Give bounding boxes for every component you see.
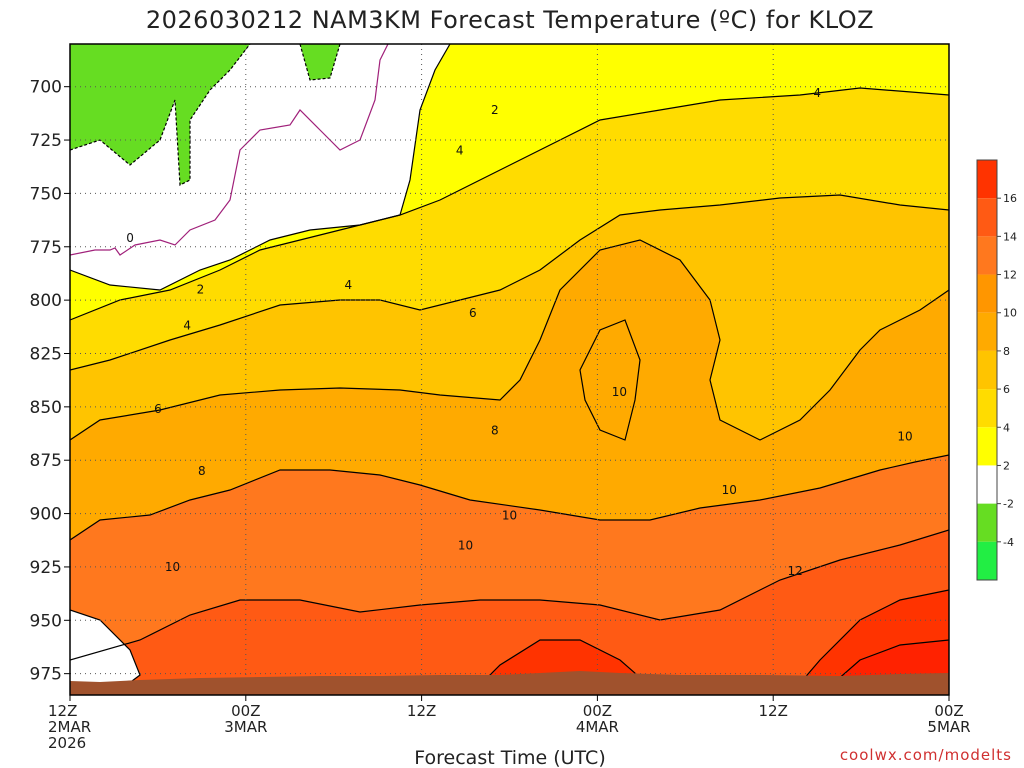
colorbar-swatch [977,274,997,313]
band-ge12 [70,530,949,695]
band-6 [70,195,949,440]
y-tick-label: 975 [30,665,62,685]
colorbar-swatch [977,312,997,351]
colorbar-swatch [977,236,997,275]
colorbar-swatch [977,350,997,390]
grid-layer [70,44,949,695]
isotherm-line-2-south [70,609,141,691]
x-axis-label: Forecast Time (UTC) [414,747,605,768]
colorbar-swatch [977,503,997,542]
contour-label: 4 [813,86,821,100]
colorbar-swatch [977,198,997,237]
contour-label: 8 [491,423,499,437]
colorbar-label: 16 [1003,192,1017,205]
colorbar-label: -2 [1003,498,1014,511]
contour-label: 2 [197,282,205,296]
isotherm-line-10b [579,319,641,441]
isotherm-zero-line [70,44,389,256]
colorbar-swatch [977,465,997,504]
y-tick-label: 775 [30,238,62,258]
colorbar-label: 12 [1003,269,1017,282]
x-tick-label: 5MAR [927,718,970,736]
colorbar-frame [976,159,998,581]
x-tick-label: 12Z [48,702,77,720]
contour-label: 8 [198,464,206,478]
y-tick-label: 800 [30,291,62,311]
colorbar-swatch [977,541,997,580]
band-4 [70,88,949,370]
contour-label: 2 [491,103,499,117]
credit-text: coolwx.com/modelts [840,746,1012,764]
band-0 [70,44,450,695]
y-tick-label: 950 [30,611,62,631]
contour-label: 6 [154,402,162,416]
y-tick-label: 725 [30,131,62,151]
colorbar-label: -4 [1003,536,1014,549]
colorbar-label: 14 [1003,230,1017,243]
isotherm-line-6 [70,194,949,371]
isotherm-contour-layer [70,44,949,695]
colorbar-label: 10 [1003,307,1017,320]
isotherm-line-8 [70,239,949,441]
y-tick-label: 825 [30,344,62,364]
contour-label: 10 [165,560,180,574]
colorbar-label: 8 [1003,345,1010,358]
isotherm-line-neg2 [70,44,251,186]
contour-label: 4 [345,278,353,292]
colorbar-label: 4 [1003,421,1010,434]
band-neg2 [70,44,340,185]
contour-label: 6 [469,306,477,320]
y-tick-label: 750 [30,184,62,204]
y-tick-label: 925 [30,558,62,578]
x-tick-label: 2MAR [48,718,91,736]
isotherm-line-2 [70,44,451,291]
isotherm-line-14a [469,639,661,695]
x-tick-label: 00Z [934,702,963,720]
x-tick-label: 00Z [583,702,612,720]
y-tick-label: 700 [30,78,62,98]
x-tick-label: 00Z [231,702,260,720]
contour-label: 10 [458,539,473,553]
colorbar-label: 2 [1003,459,1010,472]
colorbar-label: 6 [1003,383,1010,396]
band-ge14 [470,590,949,695]
isotherm-line-10 [70,454,949,541]
contour-label: 4 [183,319,191,333]
pressure-axis: 700 725 750 775 800 825 850 875 900 925 950 975 [30,78,70,685]
band-8 [70,240,949,540]
isotherm-line-12 [70,529,949,661]
colorbar-swatch [977,427,997,466]
x-tick-label: 3MAR [224,718,267,736]
temperature-fill-layer [70,44,949,695]
contour-label: 10 [722,483,737,497]
contour-label-layer: 0 2 2 4 4 4 4 6 6 8 8 10 10 10 10 10 10 12 [126,86,912,578]
ground-surface [70,671,949,695]
contour-label: 10 [897,430,912,444]
chart-title: 2026030212 NAM3KM Forecast Temperature (… [146,6,874,34]
contour-label: 4 [456,144,464,158]
plot-frame [69,43,950,696]
colorbar-swatch [977,389,997,428]
colorbar-swatch [977,160,997,199]
isotherm-line-4 [70,87,949,321]
x-tick-label: 12Z [759,702,788,720]
x-tick-label: 2026 [48,734,86,752]
y-tick-label: 875 [30,451,62,471]
contour-label: 10 [612,385,627,399]
x-tick-label: 4MAR [576,718,619,736]
x-tick-label: 12Z [407,702,436,720]
contour-label: 0 [126,231,134,245]
temperature-colorbar: 16 14 12 10 8 6 4 2 -2 -4 [976,159,1017,581]
plot-area: 0 2 2 4 4 4 4 6 6 8 8 10 10 10 10 10 10 12 [70,44,949,695]
y-tick-label: 850 [30,398,62,418]
y-tick-label: 900 [30,505,62,525]
contour-label: 10 [502,509,517,523]
contour-label: 12 [788,564,803,578]
isotherm-line-neg2b [299,44,341,81]
